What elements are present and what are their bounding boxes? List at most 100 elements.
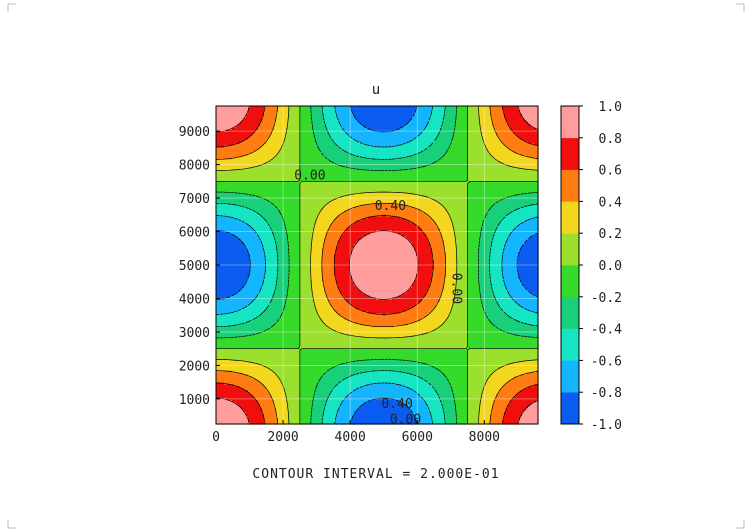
field-cell (244, 350, 247, 354)
field-cell (234, 420, 237, 423)
field-cell (240, 204, 243, 208)
field-cell (244, 418, 247, 421)
field-cell (238, 242, 241, 245)
field-cell (226, 358, 229, 362)
field-cell (248, 109, 251, 113)
field-cell (242, 384, 245, 388)
field-cell (230, 384, 233, 388)
field-cell (246, 372, 249, 376)
field-cell (226, 258, 229, 261)
field-cell (242, 109, 245, 113)
field-cell (224, 378, 227, 382)
field-cell (226, 220, 229, 224)
field-cell (230, 372, 233, 376)
field-cell (230, 222, 233, 226)
field-cell (244, 258, 247, 261)
field-cell (242, 398, 245, 401)
field-cell (236, 303, 239, 307)
field-cell (218, 350, 221, 354)
field-cell (218, 313, 221, 316)
field-cell (232, 139, 235, 143)
field-cell (230, 390, 233, 393)
field-cell (234, 206, 237, 210)
field-cell (240, 289, 243, 293)
field-cell (230, 404, 233, 407)
field-cell (248, 244, 251, 247)
field-cell (230, 230, 233, 234)
field-cell (230, 422, 233, 425)
field-cell (240, 107, 243, 111)
field-cell (224, 228, 227, 232)
field-cell (220, 210, 223, 214)
field-cell (234, 262, 237, 265)
field-cell (236, 109, 239, 113)
field-cell (228, 159, 231, 162)
field-cell (230, 198, 233, 202)
field-cell (230, 271, 233, 275)
field-cell (232, 181, 235, 184)
field-cell (230, 242, 233, 245)
field-cell (230, 273, 233, 277)
field-cell (228, 376, 231, 380)
field-cell (240, 123, 243, 127)
field-cell (248, 331, 251, 334)
field-cell (242, 414, 245, 417)
field-cell (242, 212, 245, 216)
field-cell (228, 240, 231, 243)
field-cell (238, 291, 241, 295)
field-cell (236, 277, 239, 281)
field-cell (242, 400, 245, 403)
field-cell (232, 398, 235, 401)
field-cell (220, 400, 223, 403)
field-cell (248, 283, 251, 287)
field-cell (240, 141, 243, 145)
field-cell (224, 388, 227, 392)
field-cell (240, 216, 243, 220)
field-cell (234, 364, 237, 368)
field-cell (228, 204, 231, 208)
field-cell (246, 376, 249, 380)
field-cell (224, 117, 227, 121)
field-cell (218, 402, 221, 405)
field-cell (218, 333, 221, 336)
field-cell (234, 400, 237, 403)
field-cell (228, 305, 231, 309)
field-cell (234, 214, 237, 218)
field-cell (248, 151, 251, 155)
field-cell (226, 224, 229, 228)
field-cell (218, 234, 221, 237)
field-cell (248, 107, 251, 111)
field-cell (232, 123, 235, 127)
field-cell (216, 317, 219, 320)
field-cell (240, 149, 243, 153)
field-cell (222, 248, 225, 251)
field-cell (240, 305, 243, 309)
field-cell (232, 135, 235, 139)
field-cell (228, 264, 231, 267)
field-cell (234, 283, 237, 287)
field-cell (226, 185, 229, 188)
field-cell (216, 194, 219, 198)
field-cell (232, 295, 235, 299)
field-cell (224, 262, 227, 265)
field-cell (232, 145, 235, 149)
field-cell (216, 125, 219, 129)
field-cell (240, 109, 243, 113)
field-cell (216, 337, 219, 340)
field-cell (222, 210, 225, 214)
field-cell (232, 260, 235, 263)
field-cell (240, 113, 243, 117)
field-cell (244, 248, 247, 251)
field-cell (238, 398, 241, 401)
field-cell (228, 228, 231, 232)
field-cell (234, 129, 237, 133)
field-cell (236, 246, 239, 249)
field-cell (236, 192, 239, 196)
field-cell (224, 264, 227, 267)
field-cell (220, 234, 223, 237)
field-cell (224, 238, 227, 241)
field-cell (216, 147, 219, 151)
field-cell (242, 323, 245, 326)
field-cell (236, 171, 239, 174)
field-cell (232, 240, 235, 243)
